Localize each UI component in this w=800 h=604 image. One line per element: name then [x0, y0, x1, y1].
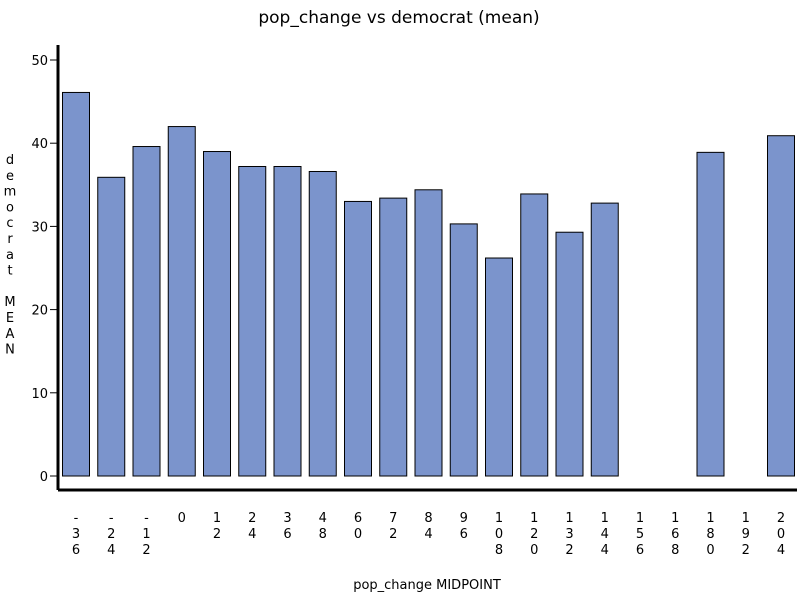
- x-tick-label: -3 6: [72, 511, 80, 558]
- bar: [449, 223, 478, 477]
- bar: [590, 202, 619, 477]
- bar: [485, 257, 513, 477]
- y-tick-label: 0: [40, 470, 48, 485]
- x-tick-label: -1 2: [142, 511, 150, 558]
- y-tick-label: 20: [31, 304, 48, 319]
- bar: [273, 165, 302, 477]
- bar: [97, 176, 126, 477]
- y-tick-label: 40: [31, 137, 48, 152]
- bar: [767, 135, 795, 477]
- x-tick-label: -2 4: [107, 511, 115, 558]
- bar: [344, 200, 372, 477]
- bar: [132, 146, 161, 477]
- y-tick-label: 10: [31, 387, 48, 402]
- bar: [203, 151, 231, 477]
- bar: [308, 170, 337, 477]
- bar: [379, 197, 408, 477]
- x-axis-label: pop_change MIDPOINT: [353, 578, 501, 593]
- bar: [555, 231, 584, 477]
- y-tick-label: 50: [31, 54, 48, 69]
- bar: [167, 126, 196, 477]
- bar: [414, 189, 443, 477]
- bar: [62, 91, 90, 477]
- bar: [520, 193, 549, 477]
- chart-title: pop_change vs democrat (mean): [258, 8, 539, 28]
- bar: [238, 165, 267, 477]
- bar: [696, 151, 725, 477]
- x-tick-label: 0: [178, 511, 186, 526]
- y-tick-label: 30: [31, 220, 48, 235]
